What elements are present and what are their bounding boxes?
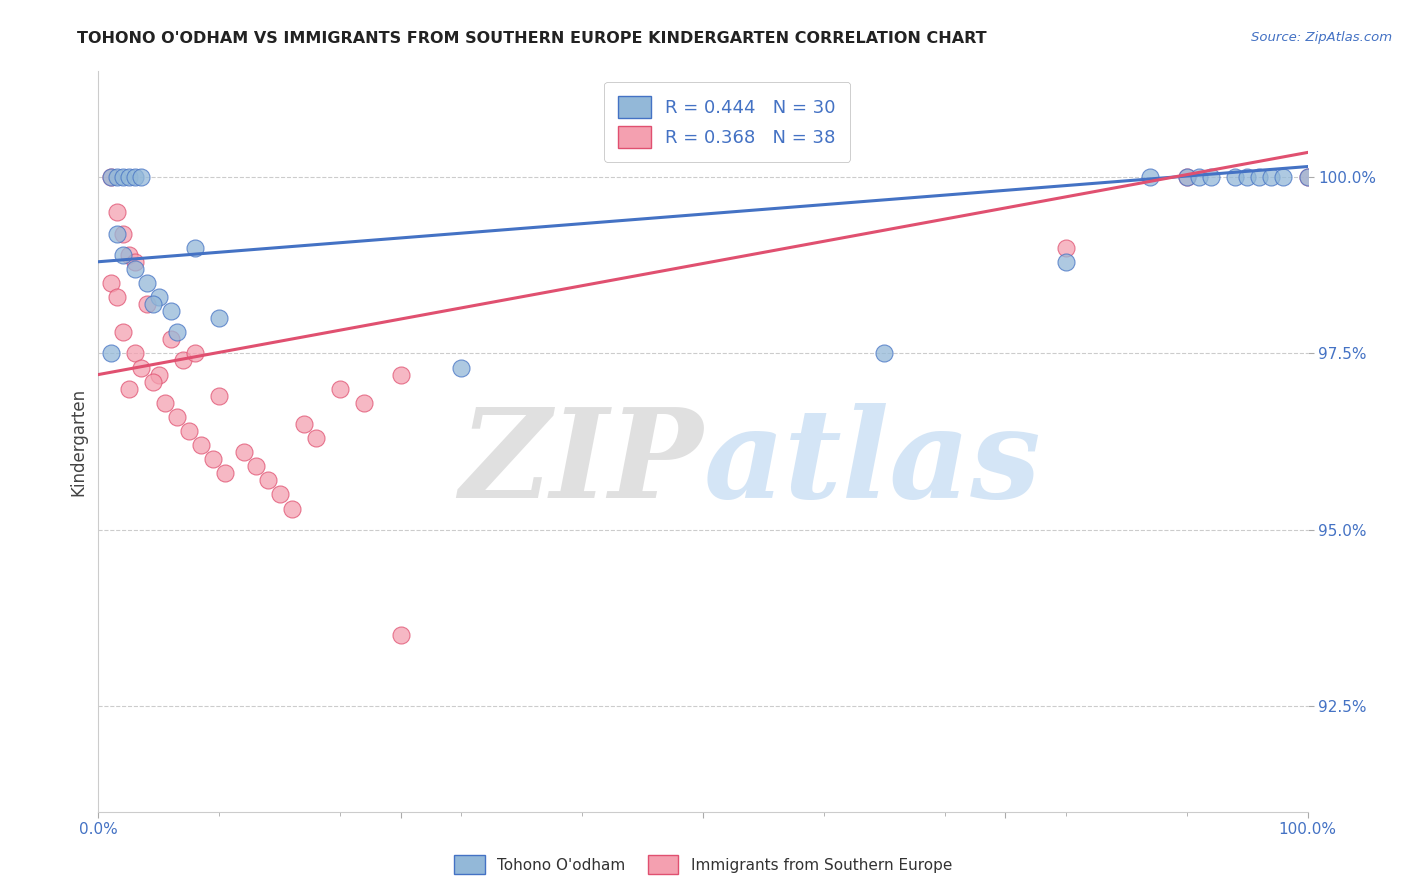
Point bbox=[269, 487, 291, 501]
Point bbox=[1296, 170, 1319, 185]
Point bbox=[153, 396, 176, 410]
Point bbox=[389, 628, 412, 642]
Point bbox=[329, 382, 352, 396]
Point bbox=[1272, 170, 1295, 185]
Point bbox=[105, 170, 128, 185]
Point bbox=[1139, 170, 1161, 185]
Point bbox=[148, 290, 170, 304]
Point bbox=[100, 170, 122, 185]
Point bbox=[214, 467, 236, 481]
Point bbox=[111, 227, 134, 241]
Y-axis label: Kindergarten: Kindergarten bbox=[69, 387, 87, 496]
Point bbox=[135, 297, 157, 311]
Text: Source: ZipAtlas.com: Source: ZipAtlas.com bbox=[1251, 31, 1392, 45]
Point bbox=[129, 170, 152, 185]
Legend: Tohono O'odham, Immigrants from Southern Europe: Tohono O'odham, Immigrants from Southern… bbox=[449, 849, 957, 880]
Point bbox=[353, 396, 375, 410]
Point bbox=[105, 205, 128, 219]
Point bbox=[184, 241, 207, 255]
Point bbox=[135, 276, 157, 290]
Legend: R = 0.444   N = 30, R = 0.368   N = 38: R = 0.444 N = 30, R = 0.368 N = 38 bbox=[605, 82, 851, 162]
Point bbox=[129, 360, 152, 375]
Point bbox=[166, 409, 188, 424]
Point bbox=[305, 431, 328, 445]
Point bbox=[202, 452, 225, 467]
Point bbox=[389, 368, 412, 382]
Point bbox=[118, 248, 141, 262]
Point bbox=[100, 346, 122, 360]
Point bbox=[190, 438, 212, 452]
Point bbox=[179, 424, 201, 438]
Point bbox=[208, 311, 231, 326]
Point bbox=[208, 389, 231, 403]
Point bbox=[292, 417, 315, 431]
Point bbox=[1249, 170, 1271, 185]
Point bbox=[111, 325, 134, 339]
Point bbox=[160, 304, 183, 318]
Point bbox=[281, 501, 304, 516]
Point bbox=[1223, 170, 1246, 185]
Point bbox=[184, 346, 207, 360]
Text: TOHONO O'ODHAM VS IMMIGRANTS FROM SOUTHERN EUROPE KINDERGARTEN CORRELATION CHART: TOHONO O'ODHAM VS IMMIGRANTS FROM SOUTHE… bbox=[77, 31, 987, 46]
Text: ZIP: ZIP bbox=[460, 403, 703, 524]
Point bbox=[124, 346, 146, 360]
Point bbox=[1199, 170, 1222, 185]
Point bbox=[873, 346, 896, 360]
Point bbox=[124, 261, 146, 276]
Point bbox=[118, 170, 141, 185]
Point bbox=[100, 170, 122, 185]
Point bbox=[1175, 170, 1198, 185]
Point bbox=[172, 353, 194, 368]
Point bbox=[1260, 170, 1282, 185]
Point bbox=[1054, 241, 1077, 255]
Point bbox=[148, 368, 170, 382]
Point bbox=[232, 445, 254, 459]
Point bbox=[100, 276, 122, 290]
Point bbox=[1296, 170, 1319, 185]
Point bbox=[450, 360, 472, 375]
Point bbox=[1188, 170, 1211, 185]
Point bbox=[142, 375, 165, 389]
Point bbox=[124, 254, 146, 268]
Text: atlas: atlas bbox=[703, 403, 1040, 524]
Point bbox=[1054, 254, 1077, 268]
Point bbox=[105, 227, 128, 241]
Point bbox=[111, 248, 134, 262]
Point bbox=[166, 325, 188, 339]
Point bbox=[105, 290, 128, 304]
Point bbox=[118, 382, 141, 396]
Point bbox=[256, 473, 278, 487]
Point bbox=[1175, 170, 1198, 185]
Point bbox=[245, 459, 267, 474]
Point bbox=[142, 297, 165, 311]
Point bbox=[124, 170, 146, 185]
Point bbox=[160, 332, 183, 346]
Point bbox=[1236, 170, 1258, 185]
Point bbox=[111, 170, 134, 185]
